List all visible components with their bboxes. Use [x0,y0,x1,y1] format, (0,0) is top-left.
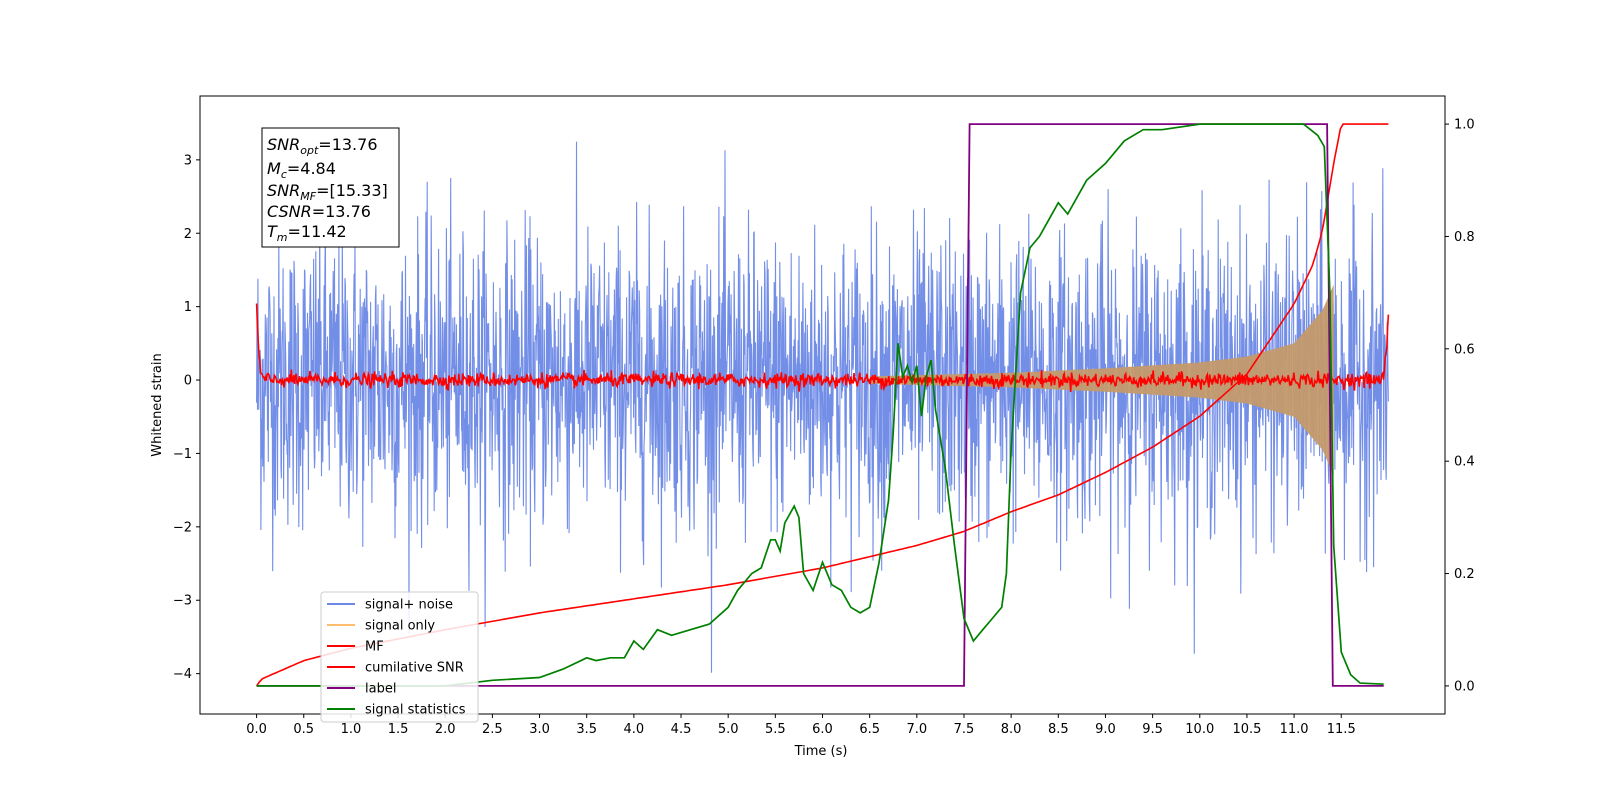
x-tick-label: 0.0 [246,722,267,737]
x-tick-label: 1.5 [388,722,409,737]
series-label-line [256,123,1384,687]
x-tick-label: 11.0 [1280,722,1309,737]
y-left-tick-label: −3 [173,594,192,609]
legend-label: MF [365,640,384,655]
y-left-tick-label: −2 [173,520,192,535]
legend-label: signal+ noise [365,598,453,613]
legend-label: cumilative SNR [365,661,464,676]
x-tick-label: 7.5 [954,722,975,737]
legend-label: signal only [365,619,435,634]
x-tick-label: 8.5 [1048,722,1069,737]
x-tick-label: 4.0 [624,722,645,737]
x-tick-label: 3.0 [529,722,550,737]
x-tick-label: 5.5 [765,722,786,737]
x-tick-label: 5.0 [718,722,739,737]
y-left-tick-label: −1 [173,447,192,462]
x-tick-label: 10.0 [1185,722,1214,737]
y-left-tick-label: 1 [184,300,192,315]
series-signal-statistics-line [256,123,1384,687]
x-tick-label: 6.0 [812,722,833,737]
info-snr-mf: SNRMF=[15.33] [267,181,388,203]
y-left-tick-label: 3 [184,153,192,168]
x-tick-label: 10.5 [1232,722,1261,737]
x-tick-label: 2.5 [482,722,503,737]
info-tm: Tm=11.42 [267,222,347,244]
x-tick-label: 4.5 [671,722,692,737]
legend-label: signal statistics [365,703,466,718]
y-axis-left: 3 2 1 0 −1 −2 −3 −4 [173,153,200,682]
info-csnr: CSNR=13.76 [267,202,371,221]
series-signal-noise-line [256,141,1389,673]
x-axis-label: Time (s) [794,744,848,759]
y-right-tick-label: 1.0 [1454,118,1475,133]
y-left-tick-label: 0 [184,374,192,389]
info-mc: Mc=4.84 [267,159,336,181]
x-axis: 0.0 0.5 1.0 1.5 2.0 2.5 3.0 3.5 4.0 4.5 5.0 5.5 6.0 6… [246,714,1356,737]
y-right-tick-label: 0.0 [1454,679,1475,694]
x-tick-label: 9.5 [1142,722,1163,737]
x-tick-label: 6.5 [859,722,880,737]
legend-label: label [365,682,396,697]
x-tick-label: 8.0 [1001,722,1022,737]
x-tick-label: 0.5 [293,722,314,737]
series-mf-line [255,303,1390,393]
y-left-tick-label: 2 [184,227,192,242]
x-tick-label: 1.0 [341,722,362,737]
y-right-tick-label: 0.2 [1454,567,1475,582]
y-left-tick-label: −4 [173,667,192,682]
info-snr-opt: SNRopt=13.76 [267,135,378,157]
y-axis-right: 1.0 0.8 0.6 0.4 0.2 0.0 [1445,118,1475,694]
x-tick-label: 11.5 [1327,722,1356,737]
y-axis-label: Whitened strain [150,353,165,456]
legend: signal+ noise signal only MF cumilative SNR… [320,591,479,723]
y-right-tick-label: 0.8 [1454,230,1475,245]
x-tick-label: 9.0 [1095,722,1116,737]
y-right-tick-label: 0.6 [1454,342,1475,357]
x-tick-label: 3.5 [576,722,597,737]
x-tick-label: 2.0 [435,722,456,737]
x-tick-label: 7.0 [906,722,927,737]
y-right-tick-label: 0.4 [1454,455,1475,470]
info-box: SNRopt=13.76 Mc=4.84 SNRMF=[15.33] CSNR=… [261,127,400,248]
